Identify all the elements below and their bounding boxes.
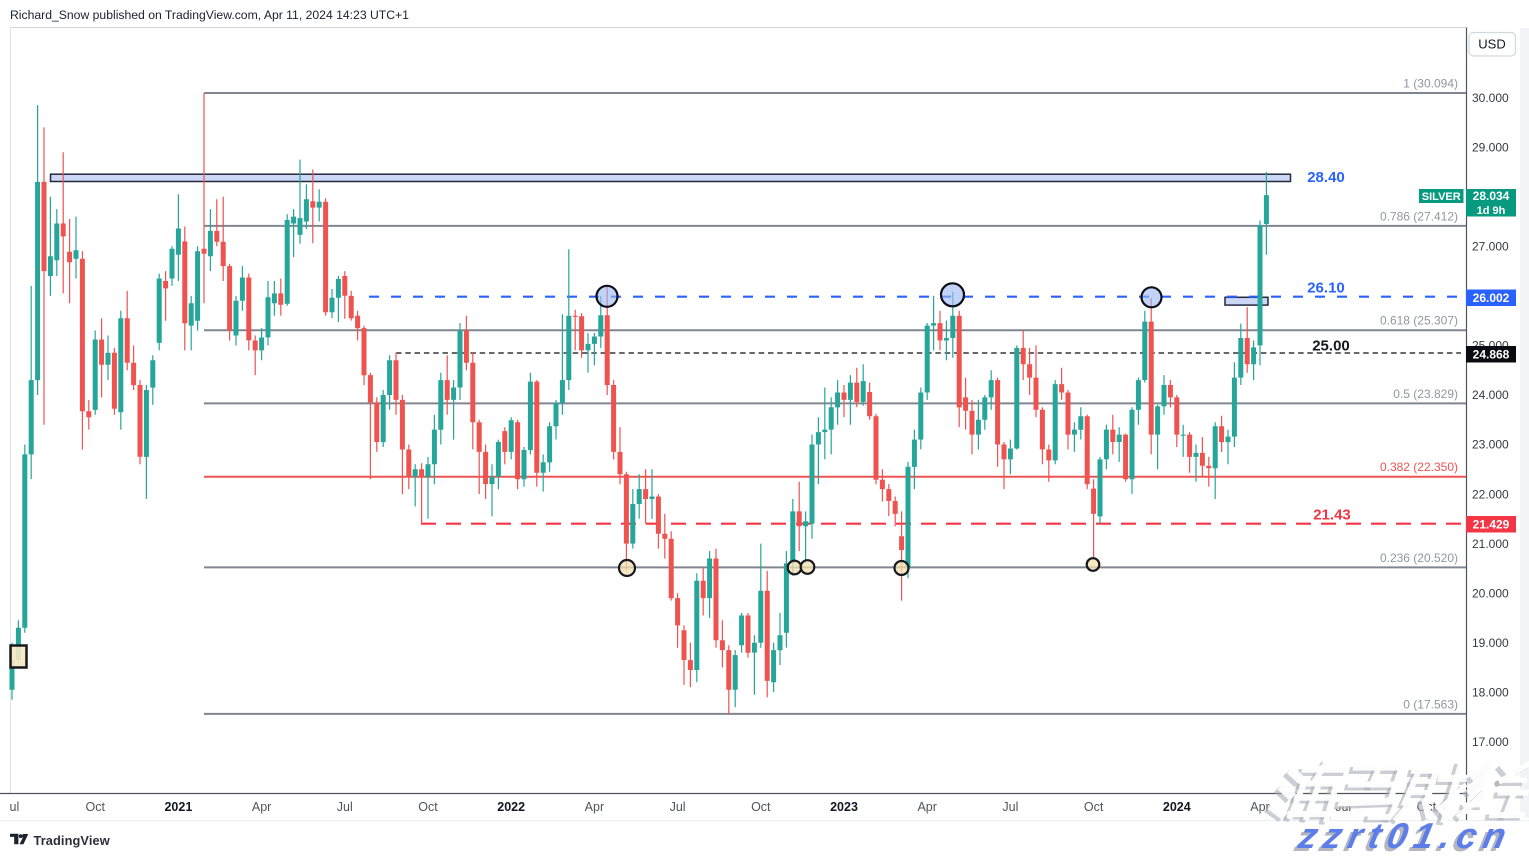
svg-text:Richard_Snow published on Trad: Richard_Snow published on TradingView.co… — [10, 8, 409, 22]
svg-text:0 (17.563): 0 (17.563) — [1403, 697, 1458, 711]
svg-text:ul: ul — [10, 800, 20, 814]
svg-text:17.000: 17.000 — [1472, 735, 1509, 749]
svg-text:TradingView: TradingView — [34, 833, 110, 848]
svg-text:zzrt01.cn: zzrt01.cn — [1294, 815, 1516, 856]
svg-text:Oct: Oct — [85, 800, 105, 814]
svg-text:Oct: Oct — [1084, 800, 1104, 814]
svg-text:21.43: 21.43 — [1313, 507, 1351, 524]
svg-text:19.000: 19.000 — [1472, 636, 1509, 650]
svg-text:Oct: Oct — [751, 800, 771, 814]
svg-text:0.5 (23.829): 0.5 (23.829) — [1393, 387, 1458, 401]
svg-text:SILVER: SILVER — [1422, 191, 1461, 203]
svg-text:Apr: Apr — [917, 800, 936, 814]
svg-text:zzrt01.cn: zzrt01.cn — [1291, 818, 1513, 857]
svg-text:23.000: 23.000 — [1472, 438, 1509, 452]
svg-text:29.000: 29.000 — [1472, 140, 1509, 154]
svg-text:24.868: 24.868 — [1473, 347, 1510, 361]
svg-text:22.000: 22.000 — [1472, 487, 1509, 501]
svg-text:Apr: Apr — [252, 800, 271, 814]
svg-text:0.618 (25.307): 0.618 (25.307) — [1380, 314, 1458, 328]
svg-text:24.000: 24.000 — [1472, 388, 1509, 402]
svg-text:25.00: 25.00 — [1312, 338, 1350, 355]
svg-text:20.000: 20.000 — [1472, 586, 1509, 600]
svg-text:26.002: 26.002 — [1473, 291, 1510, 305]
svg-text:Jul: Jul — [1002, 800, 1018, 814]
svg-text:2023: 2023 — [830, 800, 858, 814]
svg-text:27.000: 27.000 — [1472, 240, 1509, 254]
svg-text:28.034: 28.034 — [1473, 189, 1510, 203]
svg-text:Apr: Apr — [1250, 800, 1269, 814]
svg-text:28.40: 28.40 — [1307, 169, 1345, 186]
svg-text:0.236 (20.520): 0.236 (20.520) — [1380, 551, 1458, 565]
svg-text:0.382 (22.350): 0.382 (22.350) — [1380, 460, 1458, 474]
svg-text:1 (30.094): 1 (30.094) — [1403, 77, 1458, 91]
svg-text:2022: 2022 — [497, 800, 525, 814]
svg-text:21.429: 21.429 — [1473, 517, 1510, 531]
svg-text:26.10: 26.10 — [1307, 280, 1345, 297]
svg-text:Jul: Jul — [670, 800, 686, 814]
svg-text:Oct: Oct — [418, 800, 438, 814]
svg-text:Jul: Jul — [337, 800, 353, 814]
svg-text:2024: 2024 — [1163, 800, 1191, 814]
svg-text:2021: 2021 — [164, 800, 192, 814]
svg-text:USD: USD — [1478, 37, 1505, 52]
svg-text:18.000: 18.000 — [1472, 686, 1509, 700]
svg-text:1d 9h: 1d 9h — [1477, 205, 1506, 217]
svg-text:Apr: Apr — [585, 800, 604, 814]
svg-text:0.786 (27.412): 0.786 (27.412) — [1380, 209, 1458, 223]
svg-text:30.000: 30.000 — [1472, 91, 1509, 105]
svg-text:21.000: 21.000 — [1472, 537, 1509, 551]
